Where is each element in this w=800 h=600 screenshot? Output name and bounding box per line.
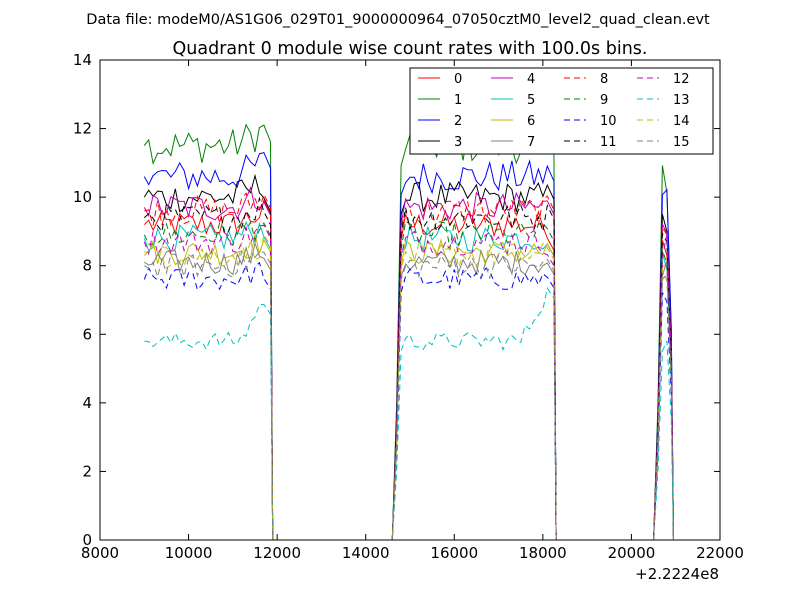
x-tick-label: 12000 [253,544,301,562]
series-line-11 [143,196,674,541]
series-line-2 [143,152,674,541]
x-tick-label: 20000 [608,544,656,562]
legend-label-2: 2 [454,114,462,129]
x-tick-label: 10000 [165,544,213,562]
legend-label-9: 9 [600,93,608,108]
series-line-1 [143,123,674,541]
legend-label-3: 3 [454,135,462,150]
figure-suptitle: Data file: modeM0/AS1G06_029T01_90000009… [86,12,710,28]
x-tick-label: 8000 [81,544,119,562]
series-line-7 [144,241,674,541]
legend-label-5: 5 [527,93,535,108]
legend-label-13: 13 [673,93,690,108]
series-line-9 [143,220,674,541]
x-tick-label: 22000 [696,544,744,562]
series-line-0 [143,198,674,541]
y-tick-label: 14 [73,51,92,69]
series-line-4 [143,186,674,541]
legend-label-12: 12 [673,72,690,87]
y-tick-label: 0 [82,531,92,549]
x-tick-label: 18000 [519,544,567,562]
series-line-14 [143,232,674,541]
plot-frame [99,59,721,541]
y-tick-label: 8 [82,257,92,275]
legend-label-15: 15 [673,135,690,150]
legend-label-7: 7 [527,135,535,150]
axis-ticks: 8000 10000 12000 14000 16000 18000 20000 22000 0… [73,51,744,562]
series-line-12 [143,224,674,541]
chart-title: Quadrant 0 module wise count rates with … [173,39,648,59]
y-tick-label: 10 [73,188,92,206]
y-tick-label: 12 [73,120,92,138]
y-tick-label: 2 [82,462,92,480]
legend-label-6: 6 [527,114,535,129]
series-line-5 [143,220,674,541]
x-offset-label: +2.2224e8 [635,565,719,583]
legend-label-1: 1 [454,93,462,108]
x-tick-label: 14000 [342,544,390,562]
series-line-8 [144,192,674,541]
series-line-10 [143,261,674,541]
legend-label-4: 4 [527,72,535,87]
legend-label-0: 0 [454,72,462,87]
y-tick-label: 4 [82,394,92,412]
legend-label-14: 14 [673,114,690,129]
series-layer [143,123,674,541]
series-line-13 [144,286,674,541]
series-line-15 [144,250,674,541]
series-line-6 [144,233,674,541]
y-tick-label: 6 [82,325,92,343]
legend-label-8: 8 [600,72,608,87]
legend-label-11: 11 [600,135,617,150]
legend-label-10: 10 [600,114,617,129]
series-line-3 [143,173,674,541]
legend-box [409,67,714,155]
x-tick-label: 16000 [430,544,478,562]
